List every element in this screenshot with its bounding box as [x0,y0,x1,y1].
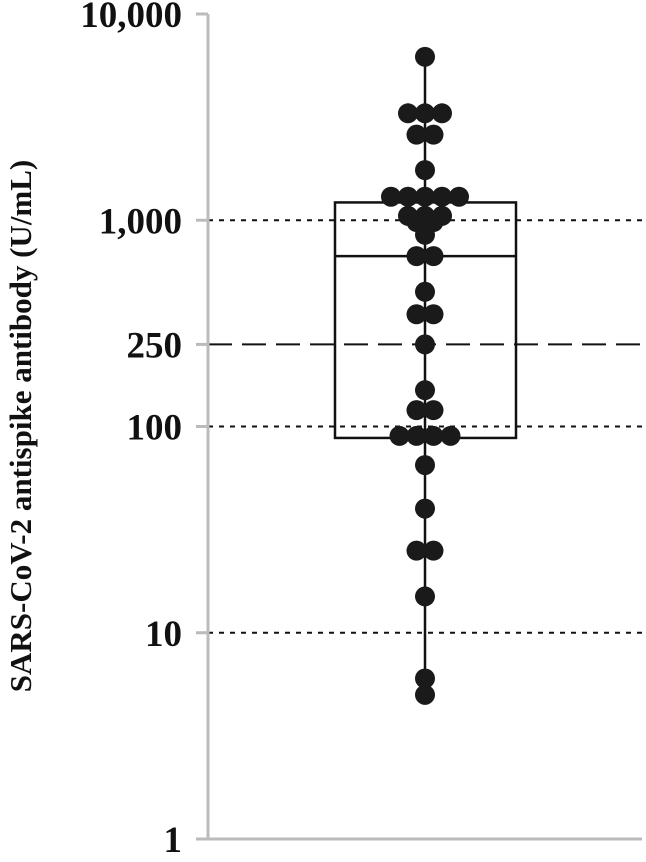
y-tick-label: 100 [127,408,183,449]
data-point [389,425,410,446]
data-point [423,540,444,561]
y-tick-label: 1 [164,820,183,861]
data-point [415,46,435,67]
data-point [415,498,435,519]
data-point [415,186,435,207]
y-tick-label: 250 [127,325,183,366]
y-axis-title: SARS-CoV-2 antispike antibody (U/mL) [3,160,38,693]
data-point [415,668,435,689]
data-point [415,586,435,607]
data-point [398,103,418,124]
data-point [415,380,435,401]
data-point [449,186,469,207]
data-point [423,304,444,325]
data-point [406,400,427,421]
data-point [406,304,427,325]
y-ticks: 1 10 100 250 1,000 10,000 [80,0,208,861]
data-point [406,124,427,145]
data-point [432,103,452,124]
data-point [423,400,444,421]
data-point [423,425,444,446]
y-tick-label: 1,000 [99,201,182,242]
data-point [440,425,461,446]
data-point [415,103,435,124]
data-point [406,246,427,267]
data-point [415,160,435,181]
data-point [381,186,401,207]
data-point [406,540,427,561]
data-point [415,224,435,245]
data-points [381,46,469,705]
data-point [415,281,435,302]
y-tick-label: 10,000 [80,0,182,36]
y-tick-label: 10 [145,614,182,655]
data-point [398,186,418,207]
data-point [415,455,435,476]
data-point [423,246,444,267]
data-point [415,684,435,705]
data-point [423,124,444,145]
data-point [432,186,452,207]
data-point [406,425,427,446]
data-point [415,334,435,355]
